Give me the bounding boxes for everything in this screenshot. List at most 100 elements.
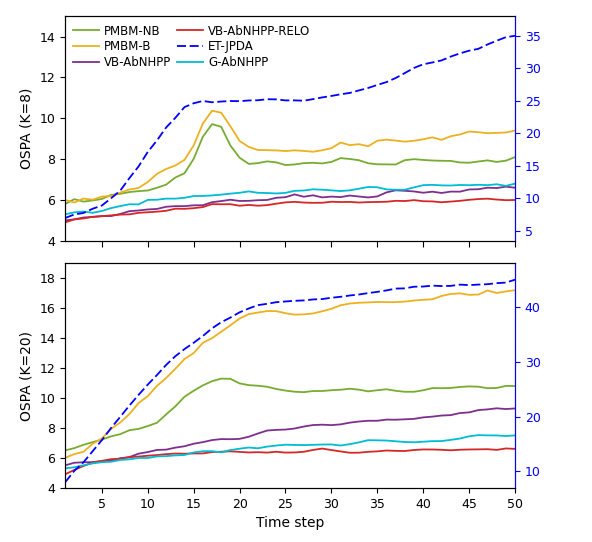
PMBM-B: [208, 107, 215, 114]
PMBM-NB: [318, 160, 326, 167]
PMBM-NB: [62, 201, 69, 207]
VB-AbNHPP: [438, 190, 445, 196]
PMBM-B: [190, 142, 197, 149]
G-AbNHPP: [227, 190, 234, 197]
PMBM-NB: [71, 196, 78, 202]
VB-AbNHPP: [172, 203, 179, 209]
VB-AbNHPP: [337, 194, 344, 201]
ET-JPDA: [475, 46, 482, 52]
VB-AbNHPP: [392, 187, 399, 193]
G-AbNHPP: [208, 192, 215, 199]
ET-JPDA: [346, 89, 353, 96]
ET-JPDA: [227, 98, 234, 104]
VB-AbNHPP-RELO: [245, 202, 252, 208]
VB-AbNHPP-RELO: [502, 197, 509, 203]
ET-JPDA: [502, 34, 509, 41]
VB-AbNHPP-RELO: [410, 197, 417, 203]
PMBM-B: [484, 130, 491, 137]
PMBM-NB: [172, 175, 179, 181]
VB-AbNHPP-RELO: [71, 216, 78, 223]
PMBM-B: [200, 120, 207, 127]
VB-AbNHPP-RELO: [493, 196, 500, 203]
G-AbNHPP: [328, 187, 335, 193]
ET-JPDA: [163, 124, 170, 131]
VB-AbNHPP: [484, 184, 491, 191]
G-AbNHPP: [318, 186, 326, 193]
ET-JPDA: [438, 57, 445, 63]
PMBM-NB: [181, 170, 188, 177]
G-AbNHPP: [337, 188, 344, 194]
VB-AbNHPP-RELO: [98, 213, 105, 220]
VB-AbNHPP: [117, 211, 124, 217]
VB-AbNHPP: [502, 183, 509, 190]
VB-AbNHPP-RELO: [200, 204, 207, 210]
VB-AbNHPP-RELO: [236, 203, 243, 209]
PMBM-B: [144, 179, 152, 185]
VB-AbNHPP: [300, 193, 307, 200]
ET-JPDA: [447, 53, 454, 60]
G-AbNHPP: [245, 188, 252, 195]
G-AbNHPP: [263, 190, 271, 196]
ET-JPDA: [493, 37, 500, 44]
ET-JPDA: [208, 99, 215, 106]
PMBM-NB: [126, 189, 133, 195]
PMBM-B: [126, 186, 133, 193]
VB-AbNHPP-RELO: [401, 198, 408, 204]
PMBM-B: [511, 127, 519, 134]
PMBM-B: [410, 138, 417, 144]
G-AbNHPP: [291, 188, 298, 194]
G-AbNHPP: [447, 182, 454, 189]
VB-AbNHPP-RELO: [89, 214, 96, 220]
VB-AbNHPP: [401, 188, 408, 194]
G-AbNHPP: [126, 201, 133, 208]
VB-AbNHPP-RELO: [144, 209, 152, 216]
PMBM-NB: [502, 157, 509, 164]
PMBM-B: [135, 185, 142, 191]
G-AbNHPP: [190, 193, 197, 199]
ET-JPDA: [172, 114, 179, 121]
VB-AbNHPP-RELO: [227, 201, 234, 208]
Line: VB-AbNHPP-RELO: VB-AbNHPP-RELO: [65, 199, 515, 222]
VB-AbNHPP: [374, 193, 381, 199]
PMBM-B: [318, 147, 326, 153]
G-AbNHPP: [71, 209, 78, 216]
VB-AbNHPP-RELO: [273, 201, 280, 207]
PMBM-B: [383, 137, 390, 143]
VB-AbNHPP: [318, 194, 326, 201]
PMBM-NB: [420, 157, 427, 163]
VB-AbNHPP: [135, 207, 142, 214]
G-AbNHPP: [98, 208, 105, 214]
PMBM-NB: [465, 159, 472, 166]
G-AbNHPP: [502, 183, 509, 189]
G-AbNHPP: [181, 195, 188, 201]
ET-JPDA: [383, 79, 390, 85]
VB-AbNHPP-RELO: [318, 199, 326, 206]
VB-AbNHPP-RELO: [172, 205, 179, 212]
PMBM-NB: [328, 159, 335, 165]
PMBM-B: [310, 149, 317, 155]
Y-axis label: OSPA (K=20): OSPA (K=20): [20, 331, 34, 421]
PMBM-NB: [163, 182, 170, 188]
VB-AbNHPP: [511, 184, 519, 191]
VB-AbNHPP-RELO: [355, 199, 362, 206]
ET-JPDA: [410, 64, 417, 71]
PMBM-B: [227, 123, 234, 130]
PMBM-B: [218, 109, 225, 116]
VB-AbNHPP-RELO: [80, 215, 87, 222]
PMBM-NB: [108, 192, 115, 198]
PMBM-B: [456, 131, 464, 138]
PMBM-B: [62, 197, 69, 203]
PMBM-B: [401, 138, 408, 145]
PMBM-B: [355, 141, 362, 147]
G-AbNHPP: [273, 190, 280, 197]
G-AbNHPP: [108, 205, 115, 211]
PMBM-NB: [374, 161, 381, 167]
PMBM-B: [438, 137, 445, 143]
Y-axis label: OSPA (K=8): OSPA (K=8): [20, 88, 34, 169]
G-AbNHPP: [300, 187, 307, 193]
VB-AbNHPP: [181, 203, 188, 209]
VB-AbNHPP: [328, 193, 335, 200]
PMBM-NB: [135, 188, 142, 195]
VB-AbNHPP: [80, 214, 87, 221]
ET-JPDA: [62, 215, 69, 221]
